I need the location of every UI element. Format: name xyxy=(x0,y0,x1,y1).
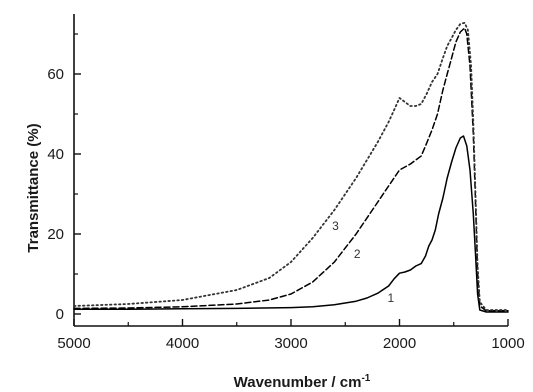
y-tick-label: 20 xyxy=(47,226,64,243)
curve-label-3: 3 xyxy=(332,219,339,233)
series-line-1 xyxy=(73,135,509,313)
y-tick-label: 40 xyxy=(47,146,64,163)
y-tick-label: 60 xyxy=(47,66,64,83)
x-axis-label-superscript: -1 xyxy=(361,373,370,384)
x-tick-label: 4000 xyxy=(166,335,199,352)
x-tick-label: 5000 xyxy=(57,335,90,352)
y-tick-label: 0 xyxy=(56,306,64,323)
series-line-2 xyxy=(73,27,509,312)
x-tick-label: 1000 xyxy=(491,335,524,352)
y-axis-label: Transmittance (%) xyxy=(25,123,42,252)
curve-label-1: 1 xyxy=(387,291,394,305)
x-tick-label: 3000 xyxy=(274,335,307,352)
curve-labels: 1 2 3 xyxy=(332,219,394,305)
series-layer xyxy=(73,21,509,313)
curve-label-2: 2 xyxy=(354,247,361,261)
x-tick-label: 2000 xyxy=(383,335,416,352)
x-axis-label: Wavenumber / cm-1 xyxy=(234,373,371,391)
axes: 5000 4000 3000 2000 1000 0 20 40 60 xyxy=(47,14,525,352)
series-line-3 xyxy=(73,21,509,311)
x-axis-label-main: Wavenumber / cm xyxy=(234,374,362,391)
